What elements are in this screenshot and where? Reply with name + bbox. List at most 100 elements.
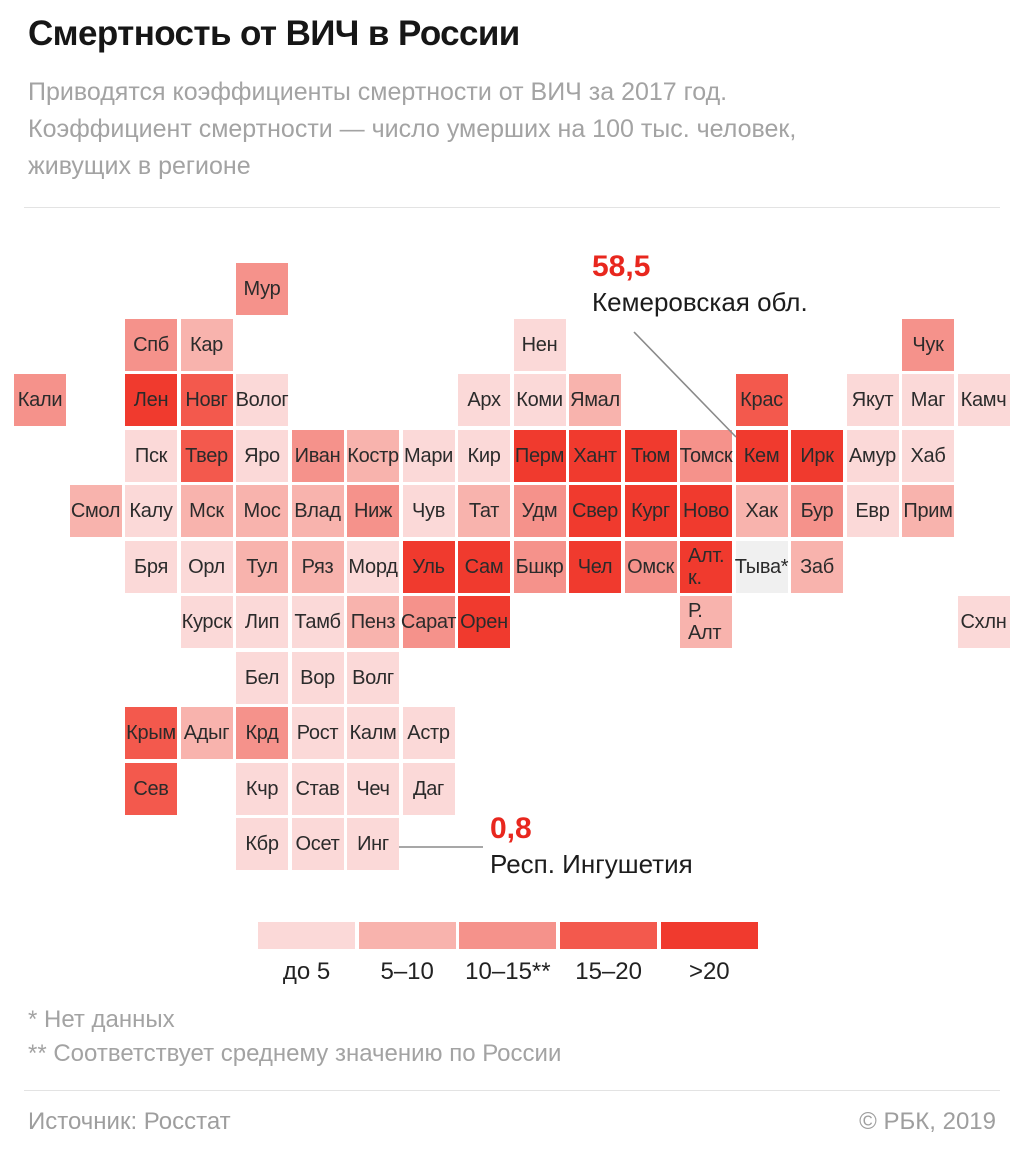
divider-bottom: [24, 1090, 1000, 1091]
region-tile-Тамб: Тамб: [291, 596, 344, 648]
region-tile-Мск: Мск: [180, 485, 233, 537]
region-tile-Тул: Тул: [236, 540, 288, 593]
legend-swatch-c5: [660, 922, 758, 949]
region-tile-Орен: Орен: [458, 596, 510, 648]
legend-label: >20: [688, 958, 730, 985]
footnote-no-data: * Нет данных: [28, 1006, 175, 1033]
region-tile-Калу: Калу: [125, 485, 177, 537]
region-tile-Волог: Волог: [236, 374, 289, 426]
region-tile-Смол: Смол: [69, 485, 122, 537]
region-tile-Бел: Бел: [236, 651, 288, 704]
region-tile-Даг: Даг: [402, 762, 455, 815]
divider-top: [24, 207, 1000, 208]
region-tile-Хант: Хант: [569, 429, 621, 482]
region-tile-Алт.к.: Алт. к.: [680, 540, 732, 593]
region-tile-Лип: Лип: [236, 596, 288, 648]
region-tile-Ряз: Ряз: [291, 540, 344, 593]
region-tile-Мур: Мур: [236, 263, 288, 315]
region-tile-Ниж: Ниж: [347, 485, 399, 537]
region-tile-Кир: Кир: [458, 429, 510, 482]
region-tile-Удм: Удм: [513, 485, 566, 537]
annotation-kemerovo: 58,5 Кемеровская обл.: [592, 250, 808, 318]
legend-swatch-c4: [560, 922, 658, 949]
region-tile-Инг: Инг: [347, 818, 399, 870]
legend-item-c4: 15–20: [560, 922, 658, 986]
region-tile-Якут: Якут: [846, 374, 899, 426]
region-tile-Свер: Свер: [569, 485, 621, 537]
legend-swatch-c2: [358, 922, 456, 949]
region-tile-Тюм: Тюм: [624, 429, 677, 482]
region-tile-Бшкр: Бшкр: [513, 540, 566, 593]
region-tile-Кург: Кург: [624, 485, 677, 537]
region-tile-Амур: Амур: [846, 429, 899, 482]
region-tile-Хак: Хак: [735, 485, 788, 537]
region-tile-Уль: Уль: [402, 540, 455, 593]
legend-label: 10–15**: [465, 958, 551, 985]
legend-item-c1: до 5: [258, 922, 355, 986]
region-tile-Прим: Прим: [902, 485, 954, 537]
annotation-ingushetia: 0,8 Респ. Ингушетия: [490, 812, 693, 880]
region-tile-Чел: Чел: [569, 540, 621, 593]
annotation-kemerovo-value: 58,5: [592, 250, 651, 283]
region-tile-Евр: Евр: [846, 485, 899, 537]
annotation-kemerovo-label: Кемеровская обл.: [592, 287, 808, 317]
legend-item-c5: >20: [660, 922, 758, 986]
region-tile-Крым: Крым: [125, 707, 177, 759]
region-tile-Схлн: Схлн: [957, 596, 1010, 648]
page-title: Смертность от ВИЧ в России: [28, 14, 520, 53]
region-tile-Кар: Кар: [180, 318, 233, 371]
page-subtitle: Приводятся коэффициенты смертности от ВИ…: [28, 78, 797, 180]
legend-label: 5–10: [380, 958, 434, 985]
region-tile-Кали: Кали: [14, 374, 66, 426]
region-tile-Влад: Влад: [291, 485, 344, 537]
region-tile-Чеч: Чеч: [347, 762, 399, 815]
region-tile-Морд: Морд: [347, 540, 399, 593]
region-tile-Калм: Калм: [347, 707, 399, 759]
region-tile-Кем: Кем: [735, 429, 788, 482]
region-tile-Бря: Бря: [125, 540, 177, 593]
region-tile-Орл: Орл: [180, 540, 233, 593]
source-credit: Источник: Росстат: [28, 1108, 231, 1135]
region-tile-Пенз: Пенз: [347, 596, 399, 648]
legend-item-c2: 5–10: [358, 922, 456, 986]
region-tile-Астр: Астр: [402, 707, 455, 759]
region-tile-Сев: Сев: [125, 762, 177, 815]
legend-item-c3: 10–15**: [459, 922, 557, 986]
region-tile-Заб: Заб: [791, 540, 843, 593]
region-tile-Тат: Тат: [458, 485, 510, 537]
region-tile-Чув: Чув: [402, 485, 455, 537]
region-tile-Волг: Волг: [347, 651, 399, 704]
region-tile-Адыг: Адыг: [180, 707, 233, 759]
region-tile-Коми: Коми: [513, 374, 566, 426]
legend-label: до 5: [282, 958, 331, 985]
region-tile-Ирк: Ирк: [791, 429, 843, 482]
region-tile-Чук: Чук: [902, 318, 954, 371]
region-tile-Хаб: Хаб: [902, 429, 954, 482]
region-tile-Нен: Нен: [513, 318, 566, 371]
region-tile-Бур: Бур: [791, 485, 843, 537]
footnote-average: ** Соответствует среднему значению по Ро…: [28, 1040, 562, 1067]
region-tile-Яро: Яро: [236, 429, 288, 482]
region-tile-Кбр: Кбр: [236, 818, 288, 870]
region-tile-Ямал: Ямал: [569, 374, 621, 426]
region-tile-Камч: Камч: [957, 374, 1010, 426]
region-tile-Костр: Костр: [347, 429, 399, 482]
legend-label: 15–20: [575, 958, 642, 985]
legend-swatch-c1: [258, 922, 355, 949]
region-tile-Омск: Омск: [624, 540, 677, 593]
region-tile-Сарат: Сарат: [401, 596, 456, 648]
region-tile-Пск: Пск: [125, 429, 177, 482]
copyright: © РБК, 2019: [859, 1108, 996, 1135]
region-tile-Крас: Крас: [735, 374, 788, 426]
legend-swatch-c3: [459, 922, 557, 949]
region-tile-Спб: Спб: [125, 318, 177, 371]
region-tile-Став: Став: [291, 762, 344, 815]
region-tile-Р.Алт: Р. Алт: [680, 596, 732, 648]
region-tile-Томск: Томск: [680, 429, 733, 482]
region-tile-Перм: Перм: [513, 429, 566, 482]
region-tile-Мос: Мос: [236, 485, 288, 537]
region-tile-Арх: Арх: [458, 374, 510, 426]
annotation-ingushetia-value: 0,8: [490, 812, 532, 845]
annotation-ingushetia-label: Респ. Ингушетия: [490, 849, 693, 879]
region-tile-Крд: Крд: [236, 707, 288, 759]
